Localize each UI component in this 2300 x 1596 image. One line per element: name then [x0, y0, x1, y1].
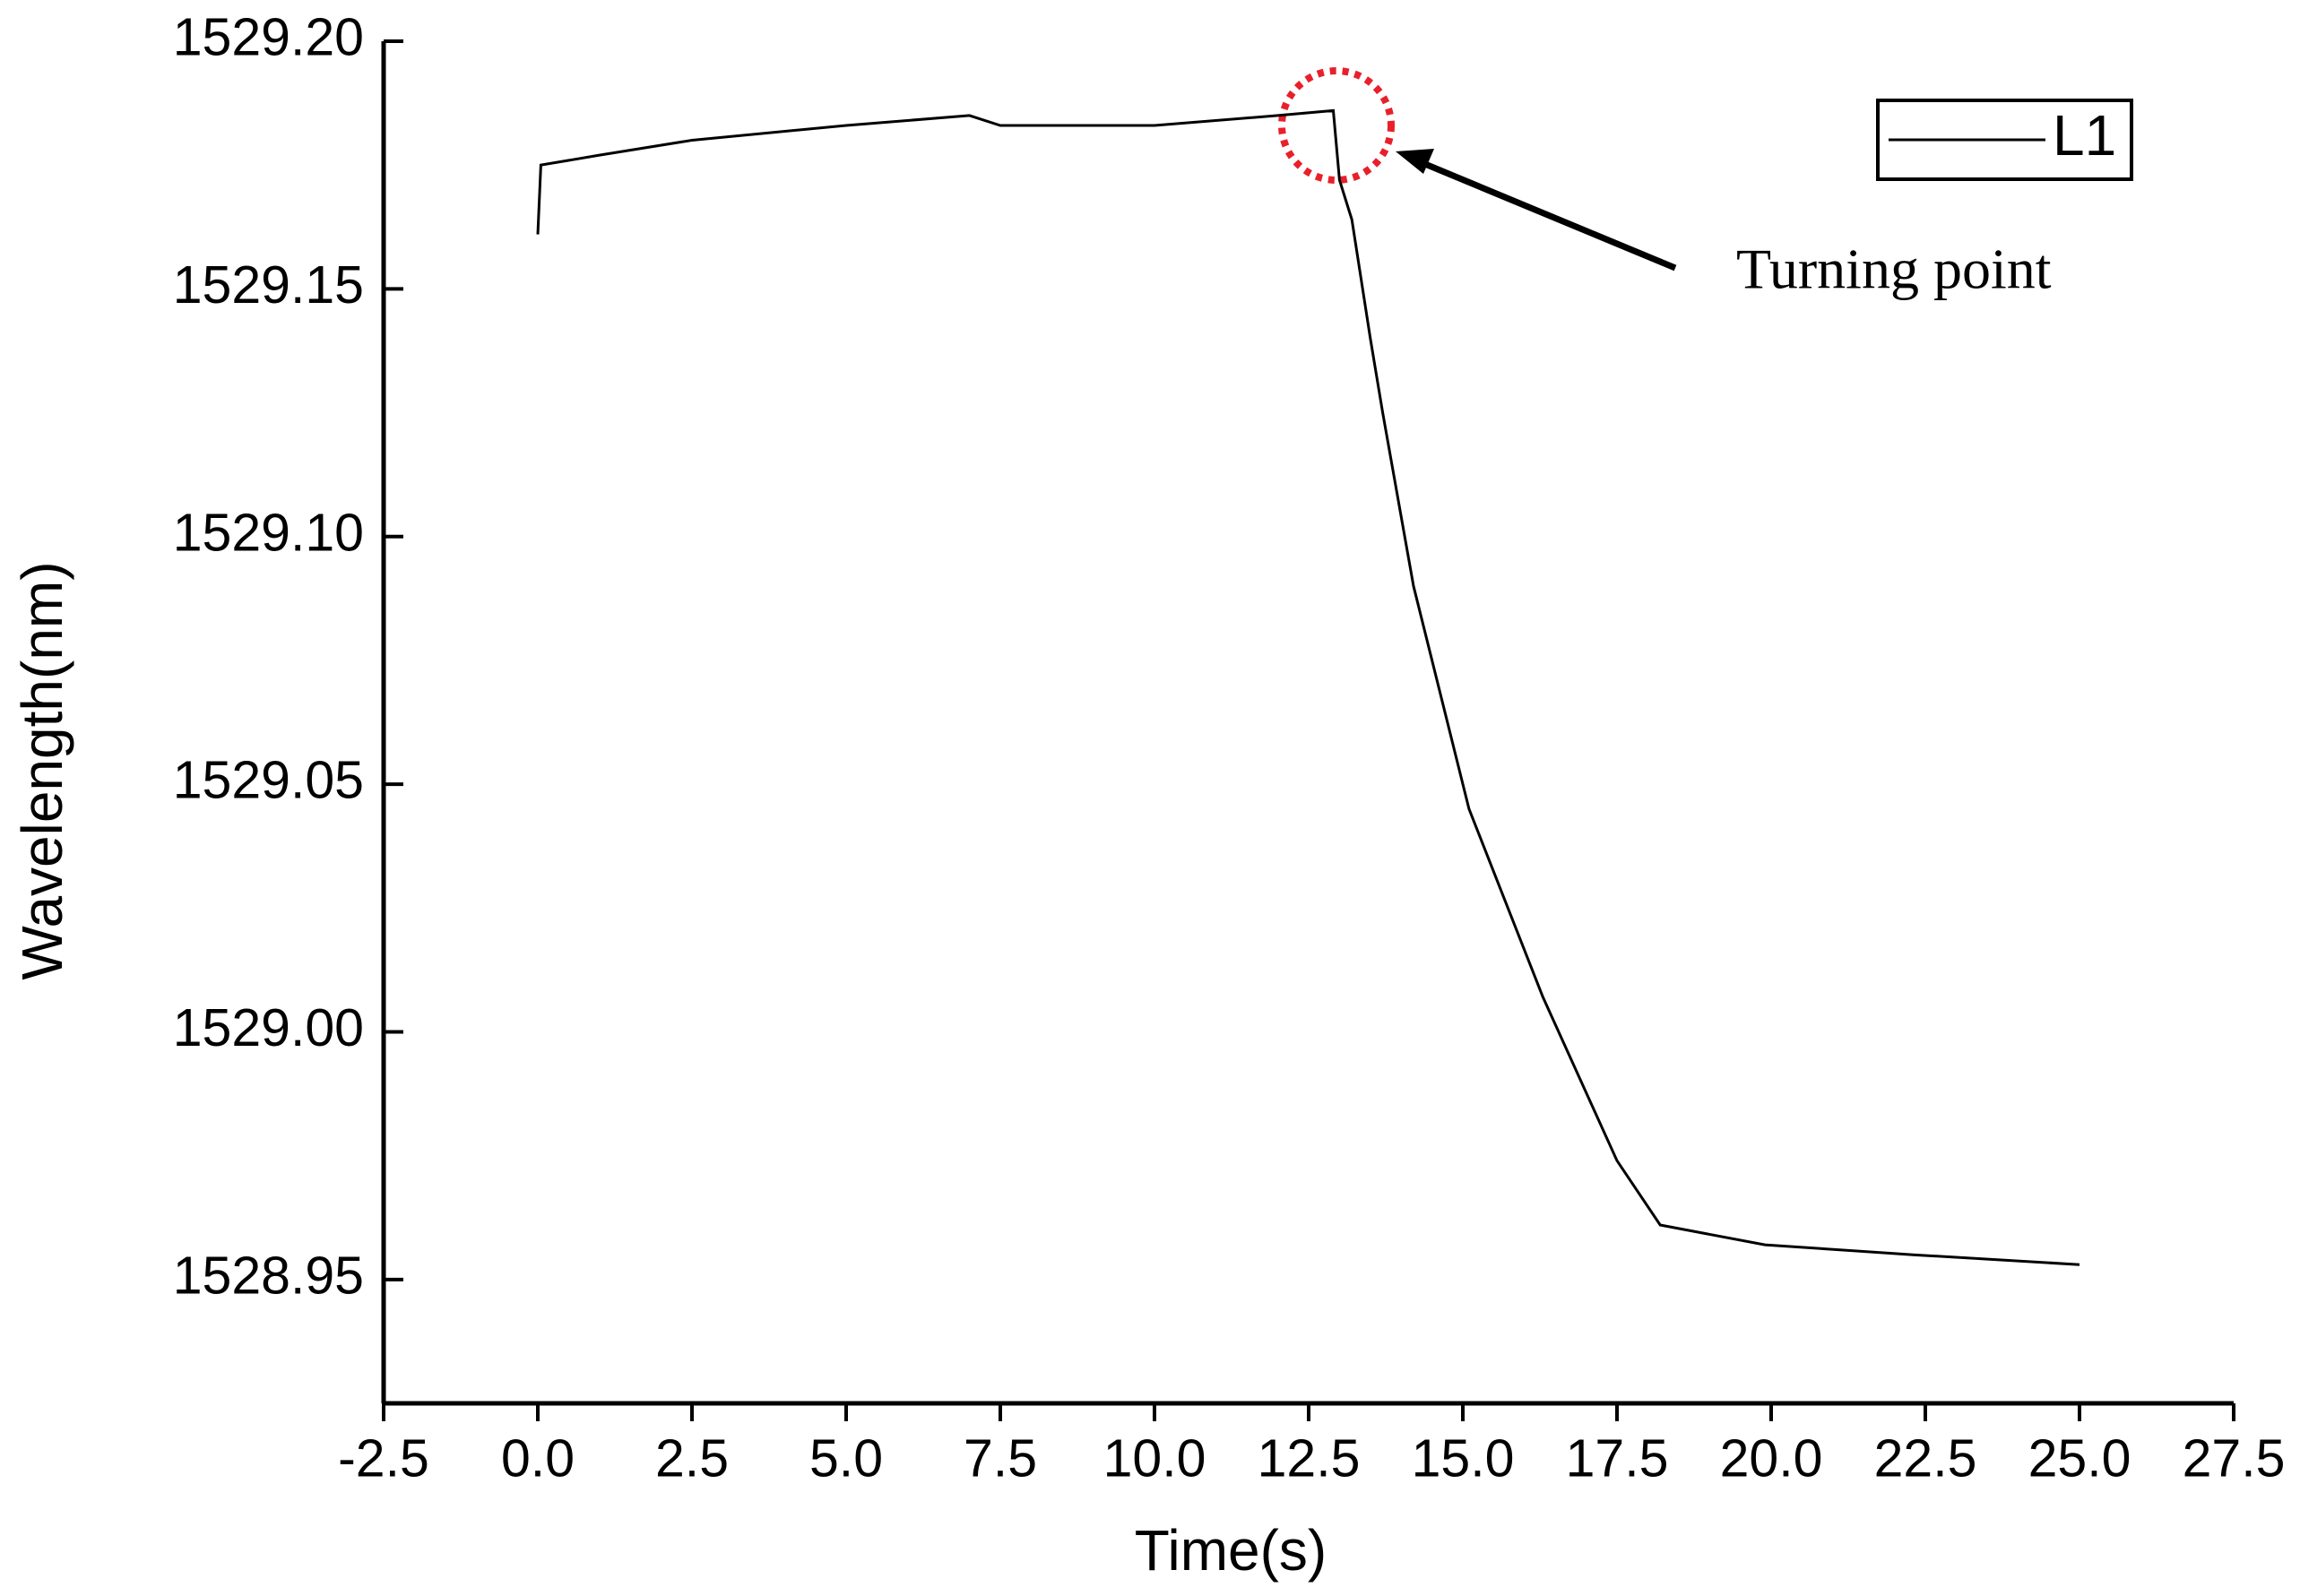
highlight-circle: [1278, 67, 1395, 184]
y-tick-label: 1529.00: [173, 998, 364, 1057]
x-axis-label: Time(s): [1135, 1518, 1327, 1583]
y-tick-label: 1529.20: [173, 8, 364, 67]
arrow-shaft: [1419, 159, 1677, 272]
x-tick-label: 10.0: [1103, 1429, 1206, 1488]
x-tick-label: 27.5: [2183, 1429, 2286, 1488]
x-tick-label: 15.0: [1412, 1429, 1515, 1488]
x-tick-label: 0.0: [501, 1429, 575, 1488]
arrow-head: [1396, 149, 1434, 174]
y-tick-label: 1529.15: [173, 255, 364, 315]
y-tick-label: 1528.95: [173, 1246, 364, 1305]
annotation: Turning point: [1736, 237, 2052, 301]
x-tick-label: 7.5: [964, 1429, 1037, 1488]
y-tick-label: 1529.10: [173, 503, 364, 562]
data-line: [536, 108, 2080, 1266]
y-tick-label: 1529.05: [173, 751, 364, 810]
x-tick-label: 17.5: [1566, 1429, 1669, 1488]
legend-label: L1: [2053, 103, 2116, 168]
x-tick-label: 25.0: [2028, 1429, 2131, 1488]
x-tick-label: 22.5: [1874, 1429, 1977, 1488]
x-tick-label: 5.0: [809, 1429, 883, 1488]
x-tick-label: 20.0: [1720, 1429, 1823, 1488]
x-tick-label: 2.5: [655, 1429, 729, 1488]
x-tick-label: -2.5: [338, 1429, 429, 1488]
y-axis-label: Wavelength(nm): [10, 561, 74, 979]
x-tick-label: 12.5: [1258, 1429, 1361, 1488]
